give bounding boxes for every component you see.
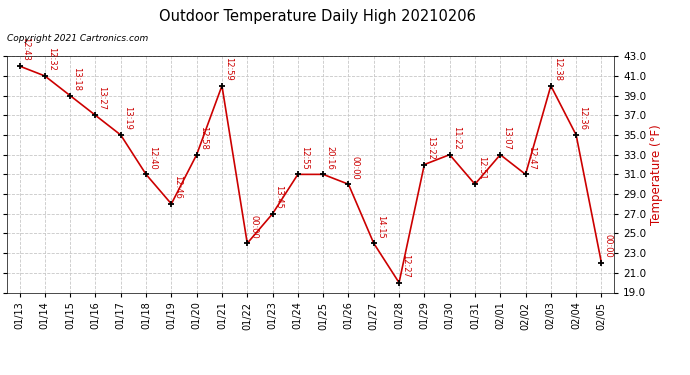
Text: 12:46: 12:46: [173, 175, 182, 199]
Text: 12:59: 12:59: [224, 57, 233, 81]
Text: 12:43: 12:43: [21, 37, 30, 61]
Text: 00:00: 00:00: [604, 234, 613, 258]
Text: 00:00: 00:00: [351, 156, 359, 179]
Text: 12:58: 12:58: [199, 126, 208, 150]
Text: Copyright 2021 Cartronics.com: Copyright 2021 Cartronics.com: [7, 34, 148, 43]
Text: 12:27: 12:27: [401, 254, 410, 278]
Text: 13:45: 13:45: [275, 185, 284, 209]
Text: 00:00: 00:00: [249, 214, 258, 238]
Text: 12:36: 12:36: [578, 106, 587, 130]
Text: 12:40: 12:40: [148, 146, 157, 170]
Text: 12:55: 12:55: [300, 146, 309, 170]
Text: 12:51: 12:51: [477, 156, 486, 179]
Text: 13:27: 13:27: [97, 86, 106, 110]
Text: 13:18: 13:18: [72, 67, 81, 91]
Text: 13:22: 13:22: [426, 136, 435, 160]
Text: 12:32: 12:32: [47, 47, 56, 71]
Text: 12:47: 12:47: [528, 146, 537, 170]
Text: 12:38: 12:38: [553, 57, 562, 81]
Text: 14:15: 14:15: [376, 214, 385, 238]
Text: 13:07: 13:07: [502, 126, 511, 150]
Text: 11:22: 11:22: [452, 126, 461, 150]
Y-axis label: Temperature (°F): Temperature (°F): [651, 124, 663, 225]
Text: Outdoor Temperature Daily High 20210206: Outdoor Temperature Daily High 20210206: [159, 9, 476, 24]
Text: 13:19: 13:19: [123, 106, 132, 130]
Text: 20:16: 20:16: [325, 146, 334, 170]
